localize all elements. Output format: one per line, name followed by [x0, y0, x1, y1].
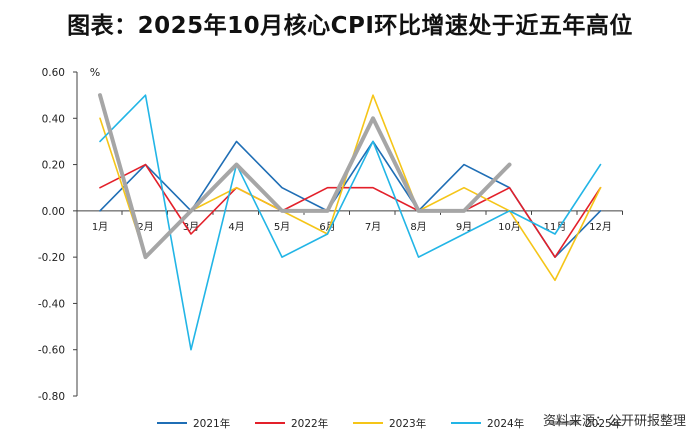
- y-tick-label: -0.80: [38, 391, 65, 403]
- chart-title: 图表：2025年10月核心CPI环比增速处于近五年高位: [67, 13, 633, 39]
- x-tick-label: 2月: [137, 221, 153, 233]
- x-tick-label: 8月: [410, 221, 426, 233]
- x-tick-label: 5月: [274, 221, 290, 233]
- series-line-4: [99, 94, 602, 351]
- y-tick-label: 0.60: [42, 67, 65, 79]
- x-tick-label: 10月: [498, 221, 521, 233]
- y-tick-label: -0.60: [38, 345, 65, 357]
- legend-label: 2021年: [193, 417, 230, 430]
- x-tick-label: 3月: [183, 221, 199, 233]
- series-line-5: [98, 93, 512, 260]
- source-note: 资料来源：公开研报整理: [542, 414, 686, 429]
- x-tick-label: 9月: [456, 221, 472, 233]
- y-tick-label: 0.00: [42, 206, 65, 218]
- legend-label: 2023年: [389, 417, 426, 430]
- y-tick-label: 0.40: [42, 113, 65, 125]
- x-tick-label: 7月: [365, 221, 381, 233]
- y-tick-label: 0.20: [42, 160, 65, 172]
- y-tick-label: -0.40: [38, 298, 65, 310]
- legend-label: 2025年: [585, 417, 622, 430]
- unit-label: %: [90, 66, 100, 79]
- y-tick-label: -0.20: [38, 252, 65, 264]
- series-line-1: [99, 140, 602, 258]
- legend-label: 2022年: [291, 417, 328, 430]
- x-tick-label: 12月: [589, 221, 612, 233]
- x-tick-label: 4月: [228, 221, 244, 233]
- x-tick-label: 1月: [92, 221, 108, 233]
- legend-label: 2024年: [487, 417, 524, 430]
- x-tick-label: 11月: [544, 221, 567, 233]
